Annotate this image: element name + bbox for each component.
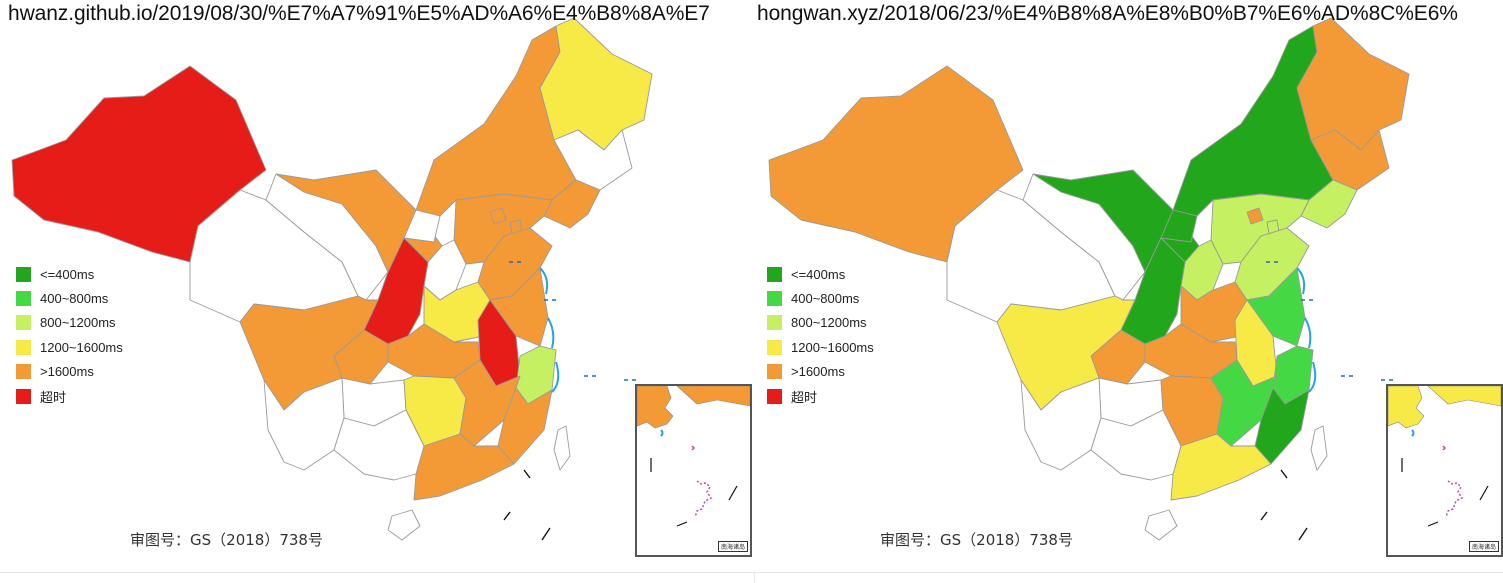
legend-swatch <box>767 266 782 282</box>
legend-swatch <box>16 339 31 355</box>
legend-label: 1200~1600ms <box>791 339 874 355</box>
map-legend: <=400ms 400~800ms 800~1200ms 1200~1600ms… <box>16 262 123 408</box>
legend-label: <=400ms <box>791 266 846 282</box>
legend-label: <=400ms <box>40 266 95 282</box>
legend-swatch <box>16 291 31 307</box>
legend-swatch <box>16 364 31 380</box>
page-url: hwanz.github.io/2019/08/30/%E7%A7%91%E5%… <box>8 2 710 25</box>
china-map <box>768 17 1410 541</box>
inset-caption: 南海诸岛 <box>1468 541 1499 552</box>
legend-swatch <box>16 266 31 282</box>
legend-item: <=400ms <box>767 262 874 286</box>
province-guangxi <box>333 409 425 481</box>
legend-item: 400~800ms <box>16 286 123 310</box>
legend-swatch <box>767 339 782 355</box>
boundary-dash <box>541 527 551 541</box>
legend-swatch <box>767 291 782 307</box>
boundary-dash <box>523 469 531 479</box>
south-sea-islands-icon <box>1388 386 1501 527</box>
legend-item: 800~1200ms <box>16 311 123 335</box>
legend-label: 超时 <box>40 389 67 405</box>
map-panel-left: hwanz.github.io/2019/08/30/%E7%A7%91%E5%… <box>0 0 752 572</box>
legend-label: >1600ms <box>40 364 94 380</box>
inset-caption: 南海诸岛 <box>717 541 748 552</box>
province-guangxi <box>1090 409 1182 481</box>
province-beijing <box>489 207 507 225</box>
province-ningxia <box>1160 209 1198 243</box>
legend-label: 400~800ms <box>40 291 109 307</box>
province-xinjiang <box>11 65 267 263</box>
legend-swatch <box>767 388 782 404</box>
legend-swatch <box>767 315 782 331</box>
province-ningxia <box>403 209 441 243</box>
province-taiwan <box>553 425 571 471</box>
map-approval-number: 审图号：GS（2018）738号 <box>880 531 1073 549</box>
boundary-dash <box>1280 469 1288 479</box>
boundary-dash <box>1298 527 1308 541</box>
province-taiwan <box>1310 425 1328 471</box>
legend-swatch <box>16 388 31 404</box>
coastline <box>539 267 560 393</box>
province-xinjiang <box>768 65 1024 263</box>
south-china-sea-inset: 南海诸岛 <box>635 384 752 557</box>
province-hainan <box>1144 509 1178 541</box>
south-sea-islands-icon <box>637 386 750 527</box>
panel-divider <box>754 572 755 583</box>
legend-item: 超时 <box>767 384 874 408</box>
legend-item: 1200~1600ms <box>16 335 123 359</box>
legend-label: >1600ms <box>791 364 845 380</box>
legend-item: >1600ms <box>767 360 874 384</box>
legend-label: 800~1200ms <box>40 315 116 331</box>
province-guangdong <box>413 433 515 501</box>
bottom-divider <box>0 572 1503 573</box>
legend-label: 400~800ms <box>791 291 860 307</box>
legend-swatch <box>16 315 31 331</box>
legend-label: 1200~1600ms <box>40 339 123 355</box>
province-hubei <box>1144 323 1238 379</box>
legend-item: 1200~1600ms <box>767 335 874 359</box>
china-map <box>11 17 653 541</box>
legend-label: 800~1200ms <box>791 315 867 331</box>
province-beijing <box>1246 207 1264 225</box>
legend-item: <=400ms <box>16 262 123 286</box>
province-guangdong <box>1170 433 1272 501</box>
legend-item: >1600ms <box>16 360 123 384</box>
map-approval-number: 审图号：GS（2018）738号 <box>130 531 323 549</box>
south-china-sea-inset: 南海诸岛 <box>1386 384 1503 557</box>
map-legend: <=400ms 400~800ms 800~1200ms 1200~1600ms… <box>767 262 874 408</box>
boundary-dash <box>503 511 511 521</box>
province-hubei <box>387 323 481 379</box>
coastline <box>1296 267 1317 393</box>
page-url: hongwan.xyz/2018/06/23/%E4%B8%8A%E8%B0%B… <box>757 2 1458 25</box>
province-hainan <box>387 509 421 541</box>
map-panel-right: hongwan.xyz/2018/06/23/%E4%B8%8A%E8%B0%B… <box>757 0 1503 572</box>
boundary-dash <box>1260 511 1268 521</box>
legend-label: 超时 <box>791 389 818 405</box>
legend-item: 400~800ms <box>767 286 874 310</box>
legend-item: 800~1200ms <box>767 311 874 335</box>
legend-swatch <box>767 364 782 380</box>
legend-item: 超时 <box>16 384 123 408</box>
